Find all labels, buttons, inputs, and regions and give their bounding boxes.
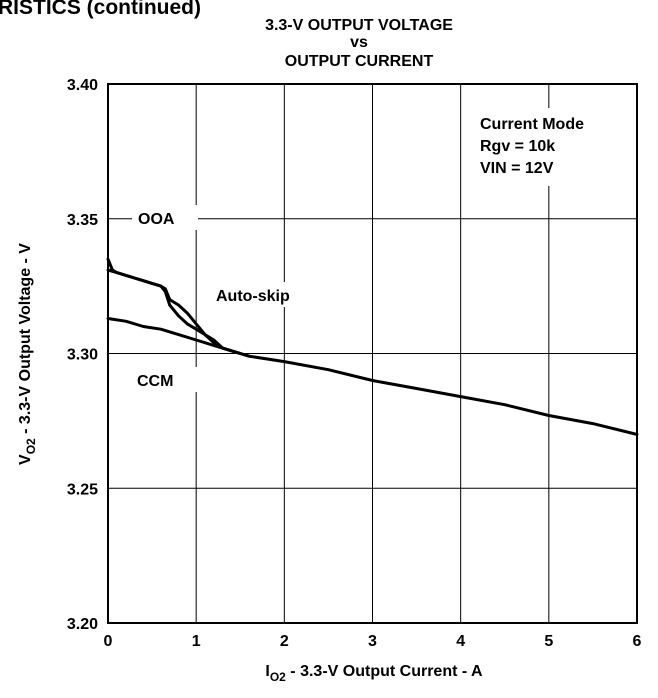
ccm-label-background [131,367,199,392]
x-tick-label: 2 [280,633,289,650]
auto-skip-label-background [210,282,316,307]
x-tick-labels: 0 1 2 3 4 5 6 [104,633,642,650]
y-tick-label: 3.25 [67,481,98,498]
x-tick-label: 5 [544,633,553,650]
chart-title-line-3: OUTPUT CURRENT [285,53,434,70]
y-axis-label: VO2 - 3.3-V Output Voltage - V [17,243,38,465]
ccm-label: CCM [137,373,173,390]
x-tick-label: 0 [104,633,113,650]
series-line-ccm [106,317,639,436]
legend-line-2: Rgv = 10k [480,138,555,155]
y-tick-label: 3.40 [67,77,98,94]
legend-line-1: Current Mode [480,116,584,133]
legend-box-background [472,108,632,186]
y-tick-label: 3.20 [67,616,98,633]
x-axis-label: IO2 - 3.3-V Output Current - A [265,663,483,684]
x-tick-label: 3 [368,633,377,650]
ooa-label-background [132,205,198,230]
x-tick-label: 1 [192,633,201,650]
plot-frame [107,83,638,624]
y-tick-label: 3.30 [67,347,98,364]
legend-line-3: VIN = 12V [480,160,554,177]
chart-title-line-1: 3.3-V OUTPUT VOLTAGE [265,17,453,34]
y-tick-label: 3.35 [67,212,98,229]
x-tick-label: 6 [633,633,642,650]
chart-title-line-2: vs [350,34,368,51]
ooa-label: OOA [138,211,175,228]
x-tick-label: 4 [456,633,465,650]
y-tick-labels: 3.20 3.25 3.30 3.35 3.40 [67,77,98,633]
series-group [106,257,639,436]
auto-skip-label: Auto-skip [216,288,290,305]
header-fragment: RISTICS (continued) [0,0,201,19]
